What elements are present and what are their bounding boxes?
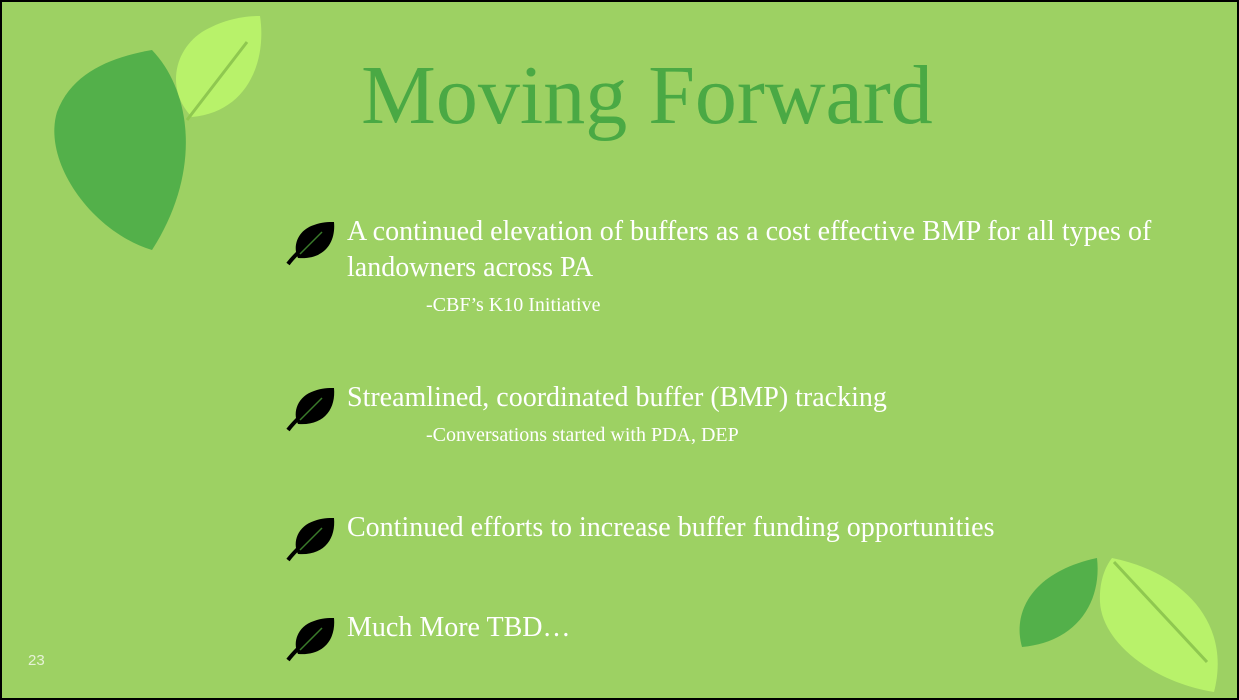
bullet-subtext: -Conversations started with PDA, DEP bbox=[426, 424, 1184, 447]
slide-number: 23 bbox=[28, 652, 45, 669]
bullet-subtext: -CBF’s K10 Initiative bbox=[426, 294, 1184, 317]
bullet-leaf bbox=[284, 218, 336, 266]
bullet-text: Streamlined, coordinated buffer (BMP) tr… bbox=[347, 380, 1197, 416]
bullet-text: Much More TBD… bbox=[347, 610, 1197, 646]
bullet: Streamlined, coordinated buffer (BMP) tr… bbox=[284, 380, 1184, 447]
bullet-leaf bbox=[284, 384, 336, 432]
bullet: A continued elevation of buffers as a co… bbox=[284, 214, 1184, 317]
slide: Moving Forward A continued elevation of … bbox=[0, 0, 1239, 700]
bullet-leaf bbox=[284, 514, 336, 562]
leaf-large bbox=[54, 50, 186, 250]
bullet: Much More TBD… bbox=[284, 610, 1184, 646]
leaf-small bbox=[176, 16, 261, 117]
bullet: Continued efforts to increase buffer fun… bbox=[284, 510, 1184, 546]
slide-title: Moving Forward bbox=[292, 54, 1002, 138]
bullet-text: A continued elevation of buffers as a co… bbox=[347, 214, 1197, 286]
bullet-text: Continued efforts to increase buffer fun… bbox=[347, 510, 1197, 546]
bullet-leaf bbox=[284, 614, 336, 662]
